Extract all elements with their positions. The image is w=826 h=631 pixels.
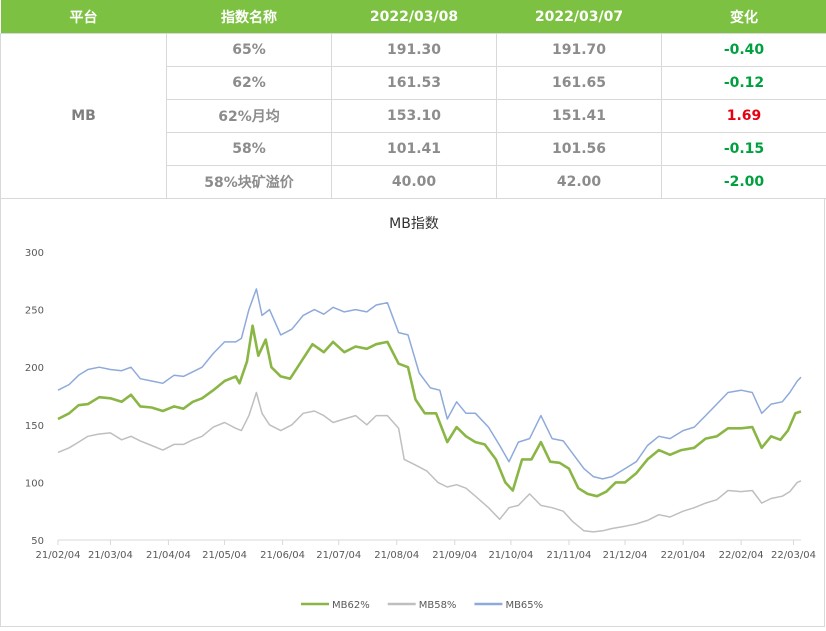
y-tick-label: 150 xyxy=(25,421,44,432)
y-tick-label: 100 xyxy=(25,478,44,489)
legend-label: MB58% xyxy=(419,600,457,611)
series-line-mb65 xyxy=(58,289,801,479)
table-row: MB 65% 191.30 191.70 -0.40 xyxy=(1,34,826,67)
header-index-name: 指数名称 xyxy=(167,0,332,34)
change-cell: -0.40 xyxy=(662,34,826,67)
value-cell: 161.65 xyxy=(497,67,662,100)
x-tick-label: 21/11/04 xyxy=(546,550,591,561)
chart-container: MB指数 50 100 150 200 250 300 21/02/04 21/03/04 21… xyxy=(0,198,825,627)
chart-legend: MB62% MB58% MB65% xyxy=(301,600,543,611)
x-tick-label: 21/12/04 xyxy=(603,550,648,561)
x-tick-label: 21/02/04 xyxy=(36,550,81,561)
header-date-1: 2022/03/08 xyxy=(332,0,497,34)
value-cell: 191.30 xyxy=(332,34,497,67)
change-cell: 1.69 xyxy=(662,100,826,133)
series-line-mb62 xyxy=(58,326,801,497)
chart-title: MB指数 xyxy=(389,216,439,232)
value-cell: 40.00 xyxy=(332,166,497,199)
change-cell: -0.15 xyxy=(662,133,826,166)
index-name-cell: 58%块矿溢价 xyxy=(167,166,332,199)
chart-series-lines xyxy=(58,289,801,532)
header-change: 变化 xyxy=(662,0,826,34)
value-cell: 151.41 xyxy=(497,100,662,133)
value-cell: 153.10 xyxy=(332,100,497,133)
x-tick-label: 22/03/04 xyxy=(771,550,816,561)
x-tick-label: 21/09/04 xyxy=(432,550,477,561)
x-tick-label: 21/06/04 xyxy=(260,550,305,561)
chart-axes: 50 100 150 200 250 300 21/02/04 21/03/04 21/04/0… xyxy=(25,248,816,561)
header-platform: 平台 xyxy=(1,0,167,34)
y-tick-label: 50 xyxy=(31,536,44,547)
x-tick-label: 21/04/04 xyxy=(146,550,191,561)
price-table: 平台 指数名称 2022/03/08 2022/03/07 变化 MB 65% … xyxy=(0,0,826,199)
index-name-cell: 62%月均 xyxy=(167,100,332,133)
x-tick-label: 21/05/04 xyxy=(202,550,247,561)
value-cell: 161.53 xyxy=(332,67,497,100)
table-header-row: 平台 指数名称 2022/03/08 2022/03/07 变化 xyxy=(1,0,826,34)
index-name-cell: 58% xyxy=(167,133,332,166)
change-cell: -0.12 xyxy=(662,67,826,100)
header-date-2: 2022/03/07 xyxy=(497,0,662,34)
x-tick-label: 22/01/04 xyxy=(661,550,706,561)
y-tick-label: 300 xyxy=(25,248,44,259)
x-tick-label: 22/02/04 xyxy=(719,550,764,561)
y-tick-label: 200 xyxy=(25,363,44,374)
platform-cell: MB xyxy=(1,34,167,199)
index-name-cell: 62% xyxy=(167,67,332,100)
x-tick-label: 21/08/04 xyxy=(374,550,419,561)
x-tick-label: 21/10/04 xyxy=(488,550,533,561)
legend-label: MB65% xyxy=(505,600,543,611)
line-chart: MB指数 50 100 150 200 250 300 21/02/04 21/03/04 21… xyxy=(1,198,826,627)
value-cell: 42.00 xyxy=(497,166,662,199)
value-cell: 101.56 xyxy=(497,133,662,166)
value-cell: 101.41 xyxy=(332,133,497,166)
x-tick-label: 21/03/04 xyxy=(88,550,133,561)
x-tick-label: 21/07/04 xyxy=(316,550,361,561)
legend-label: MB62% xyxy=(332,600,370,611)
index-name-cell: 65% xyxy=(167,34,332,67)
y-tick-label: 250 xyxy=(25,306,44,317)
value-cell: 191.70 xyxy=(497,34,662,67)
change-cell: -2.00 xyxy=(662,166,826,199)
